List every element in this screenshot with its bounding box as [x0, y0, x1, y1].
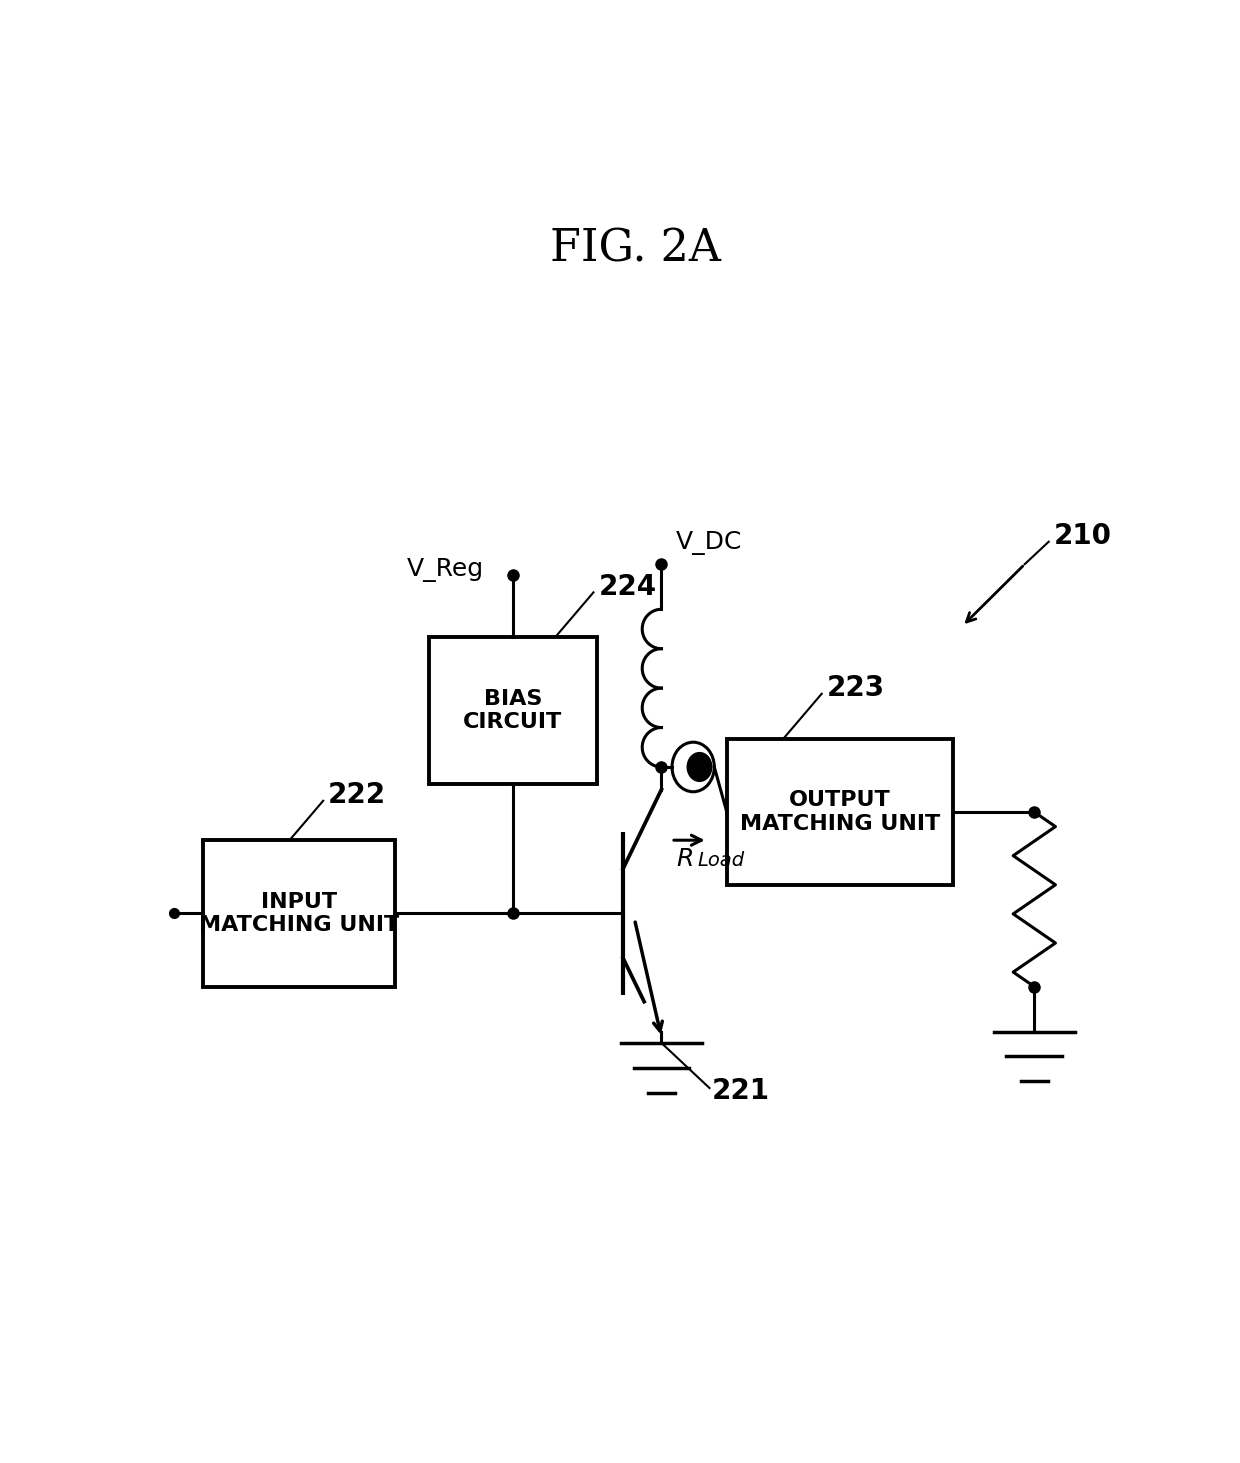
FancyBboxPatch shape [727, 739, 952, 885]
Text: R: R [676, 847, 693, 870]
Text: BIAS
CIRCUIT: BIAS CIRCUIT [464, 689, 563, 733]
Text: OUTPUT
MATCHING UNIT: OUTPUT MATCHING UNIT [739, 790, 940, 834]
Text: Load: Load [698, 851, 745, 870]
Text: INPUT
MATCHING UNIT: INPUT MATCHING UNIT [200, 892, 399, 935]
Text: FIG. 2A: FIG. 2A [551, 227, 720, 271]
Text: V_DC: V_DC [676, 531, 743, 554]
Text: V_Reg: V_Reg [407, 557, 485, 582]
Text: 223: 223 [827, 674, 884, 702]
Text: 221: 221 [712, 1077, 769, 1106]
FancyBboxPatch shape [203, 840, 396, 986]
Text: 224: 224 [598, 572, 656, 601]
Text: 222: 222 [327, 781, 386, 809]
FancyBboxPatch shape [429, 638, 596, 784]
Circle shape [687, 752, 712, 781]
Text: 210: 210 [1054, 522, 1111, 550]
